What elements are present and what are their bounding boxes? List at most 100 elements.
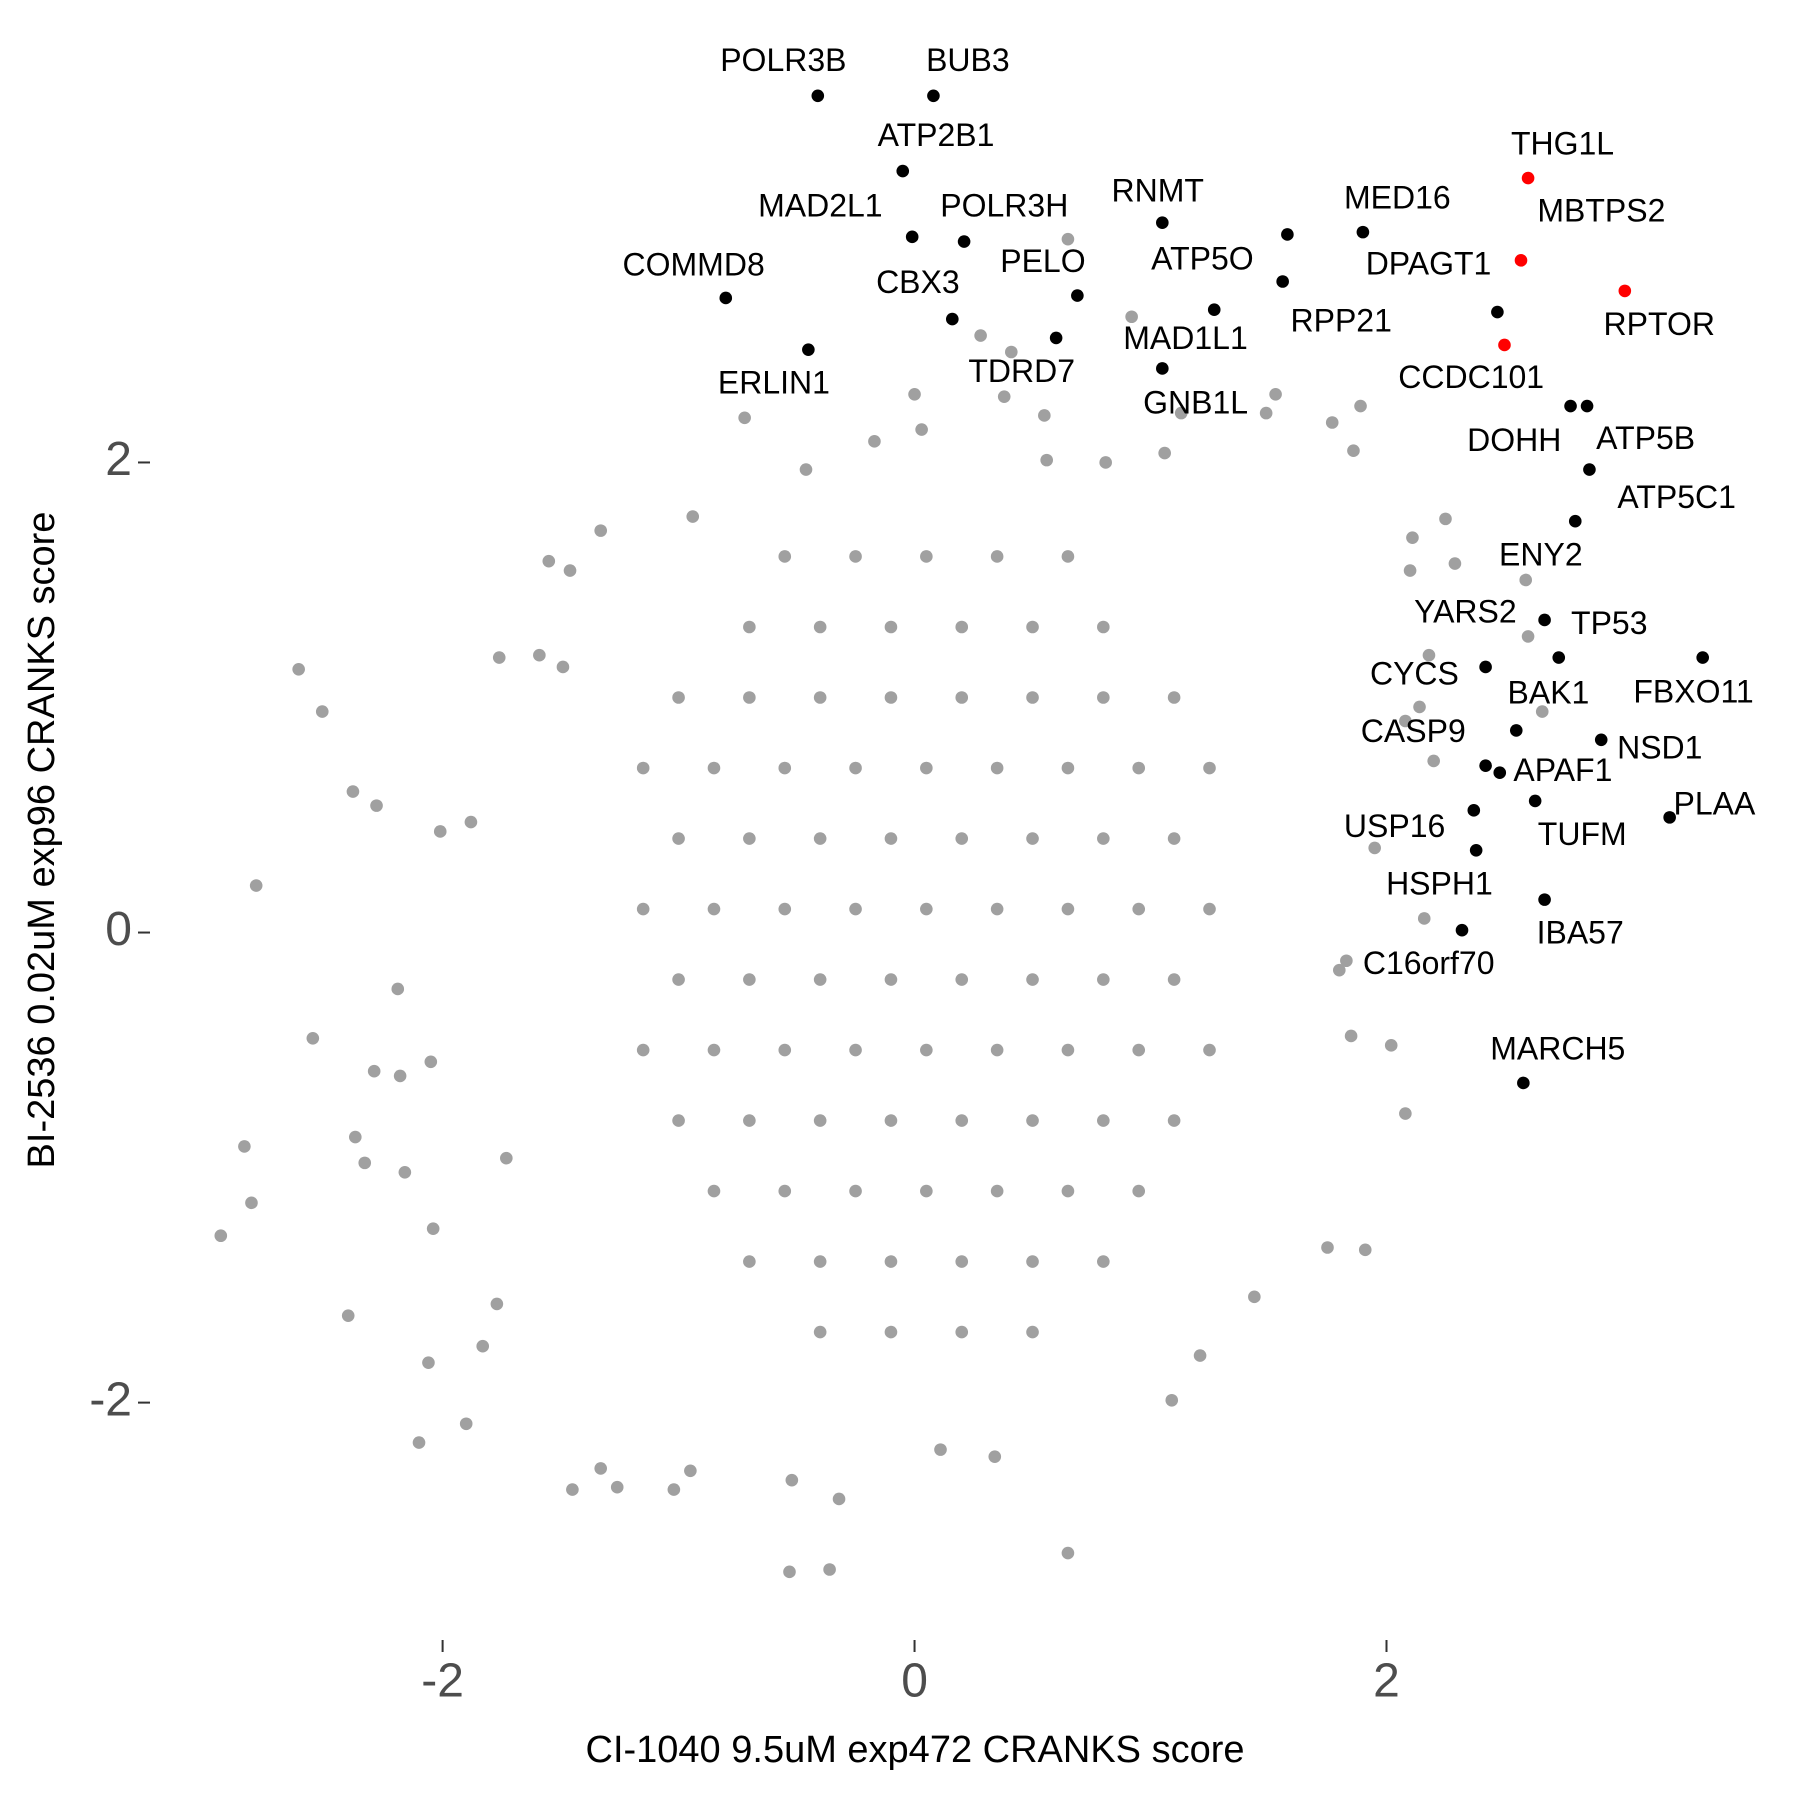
point bbox=[920, 550, 933, 563]
point-label: COMMD8 bbox=[623, 246, 765, 282]
point bbox=[920, 1184, 933, 1198]
point bbox=[1040, 453, 1053, 467]
point bbox=[920, 902, 933, 916]
point bbox=[955, 832, 969, 845]
y-tick-label: 0 bbox=[105, 903, 132, 956]
point bbox=[594, 524, 608, 537]
point bbox=[1354, 399, 1367, 413]
point bbox=[849, 1043, 862, 1057]
point bbox=[955, 973, 969, 986]
point bbox=[884, 620, 898, 634]
point bbox=[1538, 613, 1551, 627]
point bbox=[1325, 416, 1339, 429]
point bbox=[1519, 573, 1533, 587]
point bbox=[370, 799, 383, 812]
y-axis-title: BI-2536 0.02uM exp96 CRANKS score bbox=[21, 512, 63, 1169]
point bbox=[1132, 1043, 1146, 1057]
point bbox=[927, 89, 940, 103]
point-label: PLAA bbox=[1674, 785, 1756, 821]
point bbox=[1498, 338, 1511, 352]
point-label: ATP2B1 bbox=[878, 117, 995, 153]
point bbox=[1203, 1043, 1216, 1057]
point bbox=[1535, 705, 1549, 718]
point bbox=[1026, 1114, 1039, 1127]
point bbox=[358, 1156, 372, 1170]
point bbox=[955, 1255, 969, 1268]
x-tick-label: 2 bbox=[1373, 1655, 1400, 1708]
point bbox=[743, 832, 756, 845]
point bbox=[1479, 759, 1492, 772]
point bbox=[955, 691, 969, 704]
point-label: ERLIN1 bbox=[718, 365, 830, 401]
y-tick-label: 2 bbox=[105, 433, 132, 486]
point bbox=[974, 329, 987, 342]
point bbox=[832, 1492, 846, 1506]
point bbox=[743, 620, 756, 634]
point bbox=[1248, 1290, 1261, 1304]
point bbox=[1564, 399, 1577, 413]
point bbox=[686, 510, 700, 523]
point bbox=[1491, 305, 1504, 319]
point bbox=[367, 1064, 381, 1078]
point-label: DPAGT1 bbox=[1366, 246, 1492, 282]
point bbox=[1174, 406, 1188, 420]
point bbox=[997, 390, 1011, 403]
point-label: USP16 bbox=[1344, 808, 1445, 844]
x-axis-title: CI-1040 9.5uM exp472 CRANKS score bbox=[586, 1729, 1245, 1771]
point bbox=[1049, 331, 1063, 345]
point bbox=[1493, 766, 1507, 780]
point bbox=[667, 1483, 681, 1496]
point bbox=[1004, 345, 1018, 359]
point bbox=[1097, 1114, 1110, 1127]
point bbox=[1356, 225, 1370, 239]
point-label: POLR3H bbox=[940, 188, 1068, 224]
point bbox=[1061, 1043, 1075, 1057]
point-label: CCDC101 bbox=[1398, 359, 1544, 395]
point-label: GNB1L bbox=[1143, 385, 1248, 421]
point bbox=[849, 550, 862, 563]
point bbox=[1439, 512, 1452, 526]
point bbox=[1399, 714, 1412, 728]
point bbox=[393, 1069, 407, 1083]
point bbox=[778, 1184, 792, 1198]
point bbox=[707, 761, 721, 775]
point bbox=[990, 1043, 1004, 1057]
point bbox=[1321, 1241, 1334, 1254]
point bbox=[1479, 660, 1492, 674]
point bbox=[778, 761, 792, 775]
point-label: APAF1 bbox=[1513, 752, 1612, 788]
point bbox=[896, 164, 910, 178]
point bbox=[1467, 804, 1481, 817]
point bbox=[422, 1356, 435, 1369]
point-label: MARCH5 bbox=[1490, 1030, 1625, 1066]
point bbox=[346, 785, 360, 798]
point bbox=[1344, 1029, 1358, 1043]
point bbox=[1269, 388, 1282, 401]
point bbox=[955, 620, 969, 634]
point-label: BAK1 bbox=[1508, 674, 1590, 710]
point-label: POLR3B bbox=[720, 42, 846, 78]
point-label: RNMT bbox=[1112, 172, 1204, 208]
point bbox=[1517, 1076, 1530, 1090]
point bbox=[563, 564, 577, 577]
point bbox=[1156, 362, 1169, 375]
point bbox=[1203, 761, 1216, 775]
point bbox=[1568, 514, 1582, 528]
point bbox=[1594, 733, 1608, 747]
point bbox=[1552, 651, 1566, 664]
point bbox=[1026, 832, 1039, 845]
point bbox=[1368, 841, 1381, 855]
point-label: ATP5O bbox=[1151, 240, 1254, 276]
point bbox=[1061, 1546, 1075, 1560]
point-label: TP53 bbox=[1571, 605, 1647, 641]
point bbox=[1071, 289, 1084, 302]
point bbox=[1203, 902, 1216, 916]
point bbox=[884, 832, 898, 845]
point bbox=[1061, 902, 1075, 916]
point bbox=[1417, 912, 1431, 925]
point bbox=[707, 902, 721, 916]
point bbox=[1403, 564, 1417, 577]
point bbox=[1406, 531, 1419, 544]
point-label: NSD1 bbox=[1617, 730, 1702, 766]
